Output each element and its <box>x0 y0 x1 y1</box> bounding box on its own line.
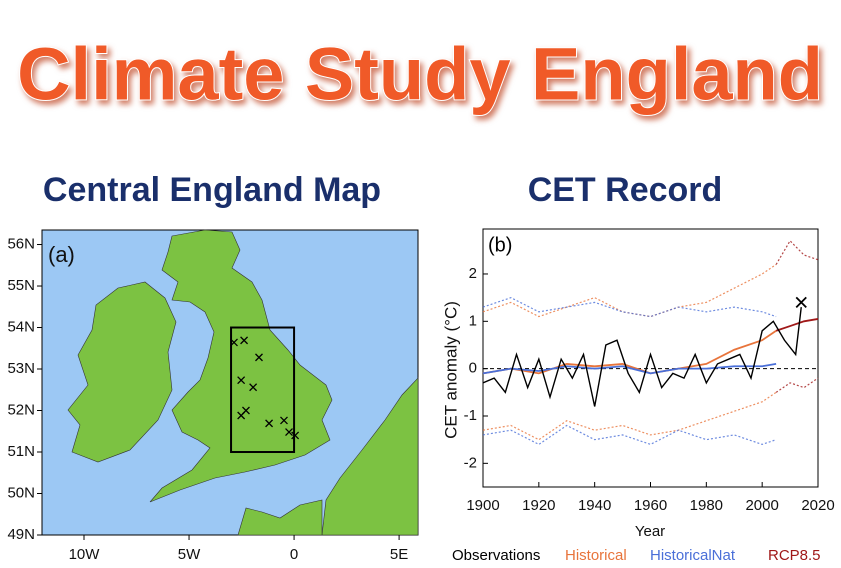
station <box>280 416 288 425</box>
title: Climate Study England <box>17 33 823 116</box>
y-tick-label: 1 <box>469 312 477 329</box>
y-tick-label: 52N <box>7 401 35 418</box>
station <box>291 431 300 440</box>
y-tick-label: 0 <box>469 360 477 377</box>
legend-entry: Historical <box>565 547 627 564</box>
legend-entry: Observations <box>452 547 540 564</box>
x-tick-label: 2000 <box>745 497 778 514</box>
station <box>265 419 274 428</box>
station <box>230 338 238 347</box>
series-line <box>775 318 819 332</box>
x-tick-label: 1920 <box>522 497 555 514</box>
x-tick-label: 1900 <box>466 497 499 514</box>
station <box>255 353 263 362</box>
y-tick-label: -1 <box>464 407 477 424</box>
left-heading: Central England Map <box>43 171 381 209</box>
y-tick-label: -2 <box>464 454 477 471</box>
plot-area <box>482 228 819 488</box>
x-tick-label: 5E <box>390 546 408 563</box>
y-axis-label: CET anomaly (°C) <box>441 301 460 439</box>
x-tick-label: 0 <box>290 546 298 563</box>
station <box>237 411 246 420</box>
y-tick-label: 51N <box>7 443 35 460</box>
series-line <box>482 307 802 407</box>
y-tick-label: 54N <box>7 318 35 335</box>
range-line <box>775 239 819 265</box>
chart-panel: (b) Year CET anomaly (°C) <box>441 228 819 540</box>
station <box>285 428 293 437</box>
station <box>237 376 246 385</box>
station <box>240 336 249 345</box>
x-tick-label: 1960 <box>634 497 667 514</box>
station <box>249 383 258 392</box>
x-tick-label: 1940 <box>578 497 611 514</box>
x-tick-label: 10W <box>69 546 101 563</box>
normandy <box>237 499 323 536</box>
x-tick-label: 1980 <box>690 497 723 514</box>
map-panel: (a) <box>41 229 419 536</box>
highlight-marker <box>795 296 807 309</box>
legend-entry: HistoricalNat <box>650 547 736 564</box>
range-line <box>482 424 777 446</box>
y-tick-label: 50N <box>7 484 35 501</box>
y-tick-label: 53N <box>7 360 35 377</box>
ireland <box>67 281 177 463</box>
panel-label: (a) <box>48 242 75 267</box>
y-tick-label: 56N <box>7 235 35 252</box>
panel-label: (b) <box>488 234 512 256</box>
legend-entry: RCP8.5 <box>768 547 821 564</box>
continent <box>321 377 419 536</box>
y-tick-label: 55N <box>7 277 35 294</box>
range-line <box>775 377 819 393</box>
x-tick-label: 5W <box>178 546 201 563</box>
region-box <box>230 326 296 454</box>
range-line <box>482 391 777 441</box>
right-heading: CET Record <box>528 171 723 209</box>
range-line <box>482 296 777 318</box>
x-tick-label: 2020 <box>801 497 834 514</box>
x-axis-label: Year <box>635 523 665 540</box>
y-tick-label: 2 <box>469 265 477 282</box>
y-tick-label: 49N <box>7 526 35 543</box>
